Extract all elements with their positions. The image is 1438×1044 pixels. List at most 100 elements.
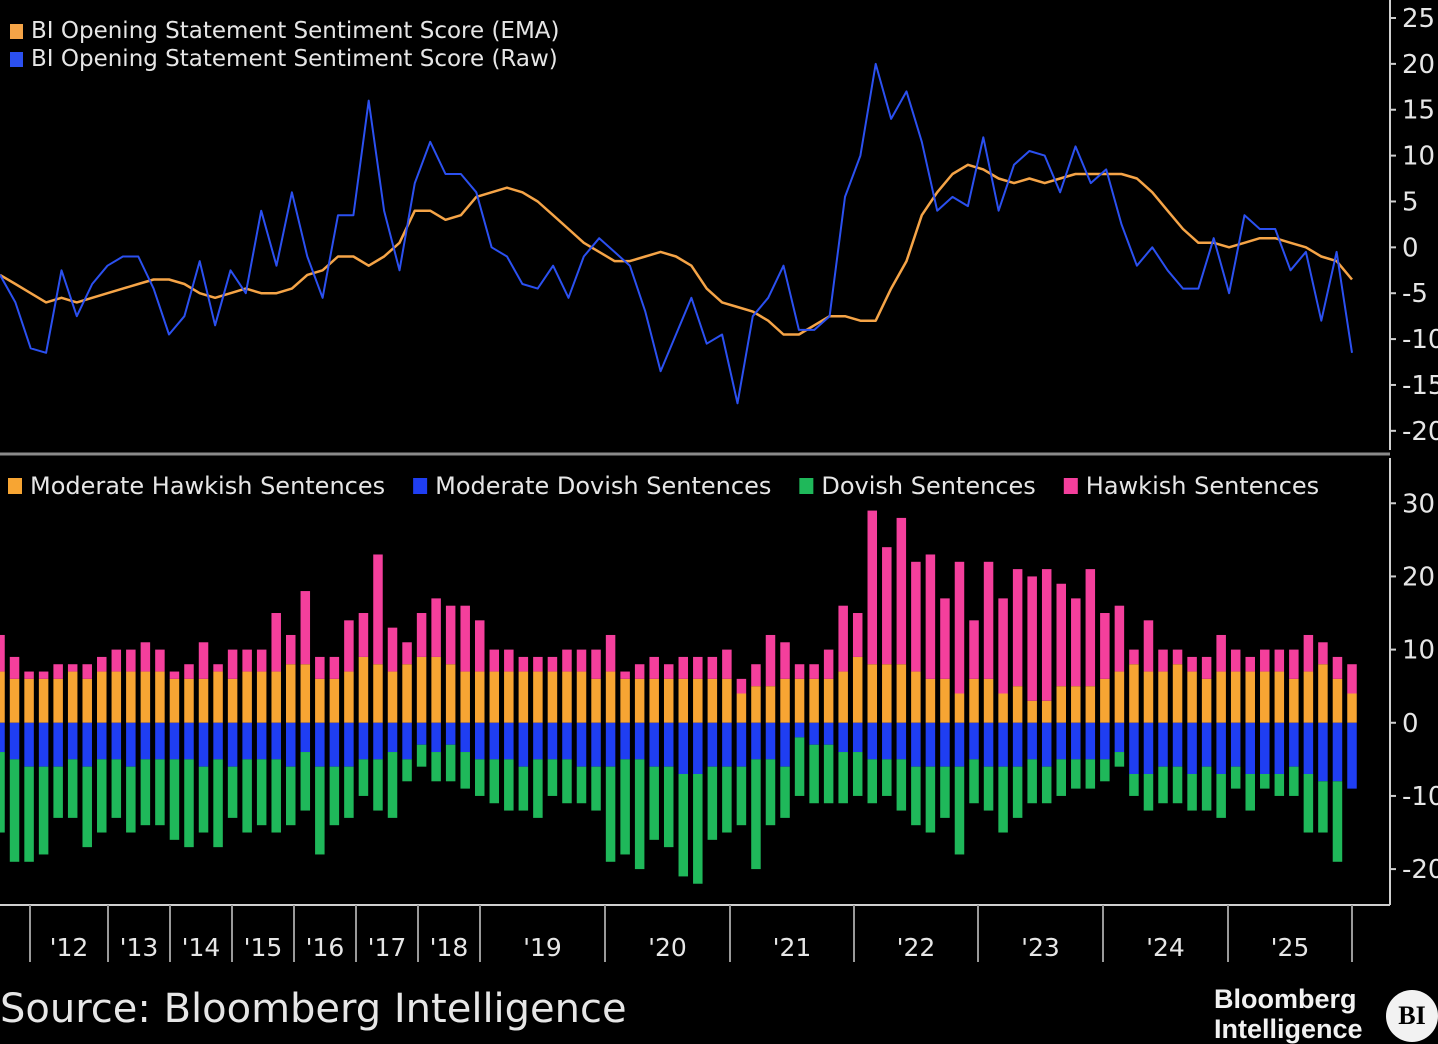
dovish-bar [1230, 766, 1241, 789]
dovish-bar [1114, 752, 1125, 767]
top-y-tick-label: -5 [1402, 279, 1428, 309]
hawkish-bar [838, 605, 848, 672]
moderate-dovish-bar [634, 722, 645, 760]
moderate-dovish-bar [416, 722, 427, 745]
moderate-dovish-bar [547, 722, 558, 760]
hawkish-bar [1085, 569, 1096, 687]
dovish-bar [998, 766, 1008, 833]
moderate-hawkish-bar [693, 678, 703, 723]
hawkish-bar [852, 613, 863, 657]
moderate-dovish-bar [722, 722, 732, 767]
moderate-dovish-bar [38, 722, 49, 767]
moderate-hawkish-bar [911, 671, 921, 723]
hawkish-bar [576, 649, 587, 672]
hawkish-bar [605, 634, 616, 672]
hawkish-bar [0, 634, 5, 672]
bottom-y-tick-label: 10 [1402, 636, 1435, 666]
hawkish-bar [126, 649, 136, 672]
moderate-dovish-bar [242, 722, 252, 760]
bottom-y-tick-label: 20 [1402, 562, 1435, 592]
dovish-bar [1129, 773, 1139, 796]
moderate-dovish-bar [1158, 722, 1168, 767]
dovish-bar [547, 759, 558, 796]
moderate-hawkish-bar [213, 671, 223, 723]
dovish-bar [940, 766, 950, 818]
moderate-hawkish-bar [329, 678, 340, 723]
moderate-dovish-bar [620, 722, 630, 760]
hawkish-bar [213, 664, 223, 672]
hawkish-bar [591, 649, 601, 679]
moderate-hawkish-bar [387, 671, 398, 723]
hawkish-bar [1056, 583, 1066, 687]
moderate-hawkish-bar [300, 664, 311, 723]
moderate-hawkish-bar [416, 656, 427, 723]
hawkish-bar [547, 656, 558, 672]
hawkish-bar [562, 649, 572, 672]
hawkish-bar [140, 642, 151, 672]
moderate-hawkish-bar [271, 671, 281, 723]
moderate-hawkish-bar [140, 671, 151, 723]
hawkish-bar [794, 664, 805, 679]
moderate-dovish-bar [562, 722, 572, 760]
hawkish-bar [300, 591, 311, 665]
moderate-dovish-bar [663, 722, 674, 767]
dovish-bar [882, 759, 892, 796]
moderate-dovish-bar [1260, 722, 1270, 774]
dovish-bar [271, 759, 281, 833]
hawkish-bar [678, 656, 689, 679]
dovish-bar [562, 759, 572, 804]
moderate-dovish-bar [1274, 722, 1285, 774]
moderate-dovish-bar [794, 722, 805, 738]
hawkish-bar [1041, 569, 1052, 701]
dovish-bar [1041, 766, 1052, 804]
hawkish-bar [620, 671, 630, 679]
dovish-bar [155, 759, 165, 826]
dovish-bar [794, 737, 805, 796]
moderate-dovish-bar [1027, 722, 1037, 760]
hawkish-bar [896, 517, 907, 665]
dovish-bar [184, 759, 194, 848]
moderate-dovish-bar [1230, 722, 1241, 767]
top-y-tick-label: 25 [1402, 4, 1435, 34]
moderate-dovish-bar [780, 722, 790, 767]
moderate-dovish-bar [1100, 722, 1110, 760]
x-tick-label: '12 [50, 933, 89, 962]
hawkish-bar [184, 664, 194, 679]
hawkish-bar [445, 605, 456, 665]
dovish-bar [329, 766, 340, 826]
moderate-hawkish-bar [533, 671, 543, 723]
dovish-bar [1056, 759, 1066, 796]
moderate-dovish-bar [896, 722, 907, 760]
hawkish-bar [227, 649, 238, 679]
moderate-dovish-bar [329, 722, 340, 767]
dovish-bar [896, 759, 907, 811]
hawkish-bar [1158, 649, 1168, 672]
dovish-bar [387, 752, 398, 818]
dovish-bar [736, 766, 747, 826]
hawkish-bar [809, 664, 819, 679]
dovish-bar [416, 744, 427, 767]
moderate-hawkish-bar [1347, 693, 1357, 723]
moderate-hawkish-bar [67, 671, 78, 723]
source-note: Source: Bloomberg Intelligence [0, 986, 627, 1032]
moderate-dovish-bar [126, 722, 136, 767]
x-tick-label: '22 [897, 933, 936, 962]
top-y-tick-label: -20 [1402, 417, 1438, 447]
moderate-hawkish-bar [1274, 671, 1285, 723]
moderate-hawkish-bar [838, 671, 848, 723]
hawkish-bar [242, 649, 252, 672]
dovish-bar [1071, 759, 1081, 789]
hawkish-bar [24, 671, 34, 679]
dovish-bar [256, 759, 267, 826]
top-legend-label: BI Opening Statement Sentiment Score (Ra… [31, 46, 558, 72]
hawkish-bar [329, 656, 340, 679]
dovish-bar [198, 766, 209, 833]
moderate-hawkish-bar [867, 664, 878, 723]
moderate-hawkish-bar [431, 656, 441, 723]
hawkish-bar [1071, 598, 1081, 687]
moderate-dovish-bar [751, 722, 761, 760]
moderate-hawkish-bar [489, 671, 500, 723]
moderate-hawkish-bar [82, 678, 92, 723]
dovish-bar [111, 759, 122, 818]
hawkish-bar [1216, 634, 1226, 672]
